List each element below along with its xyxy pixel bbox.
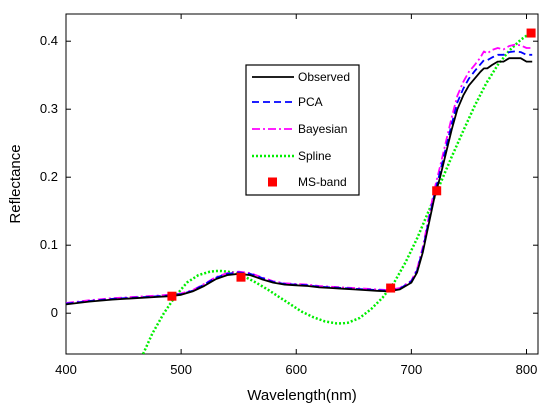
x-tick-label: 800	[516, 362, 538, 377]
y-tick-label: 0.2	[40, 169, 58, 184]
legend-label-bayesian: Bayesian	[298, 122, 347, 136]
y-tick-label: 0.1	[40, 237, 58, 252]
x-tick-label: 400	[55, 362, 77, 377]
ms-band-point	[236, 272, 246, 282]
y-axis-label: Reflectance	[7, 144, 24, 223]
legend-box	[245, 64, 360, 196]
y-tick-label: 0.4	[40, 33, 58, 48]
x-tick-label: 600	[285, 362, 307, 377]
legend: Observed PCA Bayesian Spline MS-band	[245, 64, 360, 196]
legend-label-observed: Observed	[298, 70, 350, 84]
ms-band-point	[432, 186, 442, 196]
series-layer	[66, 28, 536, 354]
y-tick-label: 0	[51, 305, 58, 320]
legend-label-pca: PCA	[298, 95, 323, 109]
x-axis-label: Wavelength(nm)	[247, 387, 356, 404]
legend-label-ms-band: MS-band	[298, 175, 347, 189]
y-tick-label: 0.3	[40, 101, 58, 116]
ms-band-point	[386, 283, 396, 293]
axis-ticks: 400 500 600 700 800 0 0.1 0.2 0.3 0.4	[40, 14, 538, 377]
ms-band-point	[167, 291, 177, 301]
x-tick-label: 700	[401, 362, 423, 377]
legend-swatch-ms-band	[268, 177, 277, 187]
series-line-bayesian	[66, 43, 533, 304]
legend-label-spline: Spline	[298, 149, 332, 163]
ms-band-point	[526, 28, 536, 38]
x-tick-label: 500	[170, 362, 192, 377]
series-line-spline	[141, 31, 533, 354]
